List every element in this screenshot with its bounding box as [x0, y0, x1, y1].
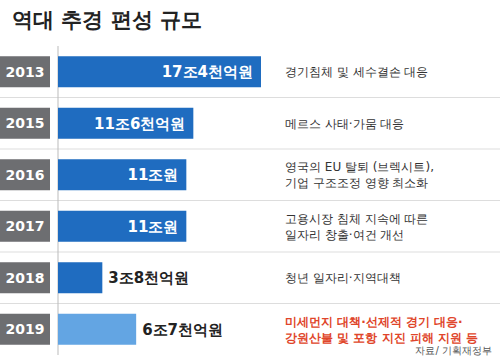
- annotation: 고용시장 침체 지속에 따른: [285, 212, 428, 226]
- annotation: 영국의 EU 탈퇴 (브렉시트),: [285, 160, 434, 174]
- row-separator: [0, 303, 500, 304]
- annotation: 기업 구조조정 영향 최소화: [285, 176, 428, 190]
- bar: [58, 211, 186, 242]
- category-label: 2017: [6, 218, 45, 234]
- axis-line: [58, 46, 59, 355]
- annotation: 청년 일자리·지역대책: [285, 271, 401, 285]
- annotation: 일자리 창출·여건 개선: [285, 228, 404, 242]
- annotation: 메르스 사태·가뭄 대응: [285, 117, 404, 131]
- annotation: 강원산불 및 포항 지진 피해 지원 등: [285, 331, 478, 345]
- category-box: [0, 108, 50, 139]
- data-labels: 17조4천억원 11조6천억원 11조원 11조원 3조8천억원 6조7천억원: [94, 63, 253, 339]
- category-box: [0, 56, 50, 87]
- annotation: 미세먼지 대책·선제적 경기 대응·: [285, 315, 463, 329]
- bar: [58, 314, 136, 345]
- category-box: [0, 159, 50, 190]
- category-label: 2013: [6, 64, 45, 80]
- bar: [58, 108, 193, 139]
- category-label: 2015: [6, 115, 45, 131]
- row-separator: [0, 97, 500, 98]
- category-box: [0, 262, 50, 293]
- title: 역대 추경 편성 규모: [12, 8, 202, 32]
- category-label: 2018: [6, 270, 45, 286]
- row-separator: [0, 149, 500, 150]
- bar: [58, 56, 261, 87]
- bar: [58, 159, 186, 190]
- data-label: 11조6천억원: [94, 115, 185, 133]
- source: 자료/ 기획재정부: [415, 345, 492, 356]
- annotation: 경기침체 및 세수결손 대응: [285, 65, 428, 79]
- category-label: 2016: [6, 167, 45, 183]
- data-label: 11조원: [127, 166, 178, 184]
- data-label: 6조7천억원: [142, 321, 223, 339]
- category-box: [0, 314, 50, 345]
- data-label: 3조8천억원: [108, 269, 189, 287]
- data-label: 11조원: [127, 218, 178, 236]
- data-label: 17조4천억원: [162, 63, 253, 81]
- category-box: [0, 211, 50, 242]
- row-separator: [0, 200, 500, 201]
- category-label: 2019: [6, 321, 45, 337]
- bar: [58, 262, 102, 293]
- row-separator: [0, 252, 500, 253]
- chart: 역대 추경 편성 규모 2013 2015 2016 2017 2018 2019 17조4천…: [0, 0, 500, 359]
- bars: [58, 56, 261, 345]
